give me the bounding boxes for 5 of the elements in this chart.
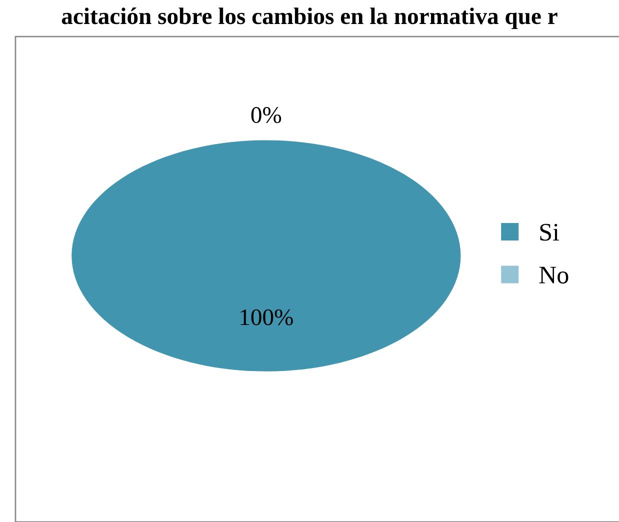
- legend-label: Si: [540, 224, 559, 241]
- text: 0%: [251, 107, 282, 124]
- chart-title: acitación sobre los cambios en la normativa que r: [62, 8, 558, 29]
- data-label: 100%: [240, 309, 293, 326]
- legend-label: No: [539, 266, 568, 284]
